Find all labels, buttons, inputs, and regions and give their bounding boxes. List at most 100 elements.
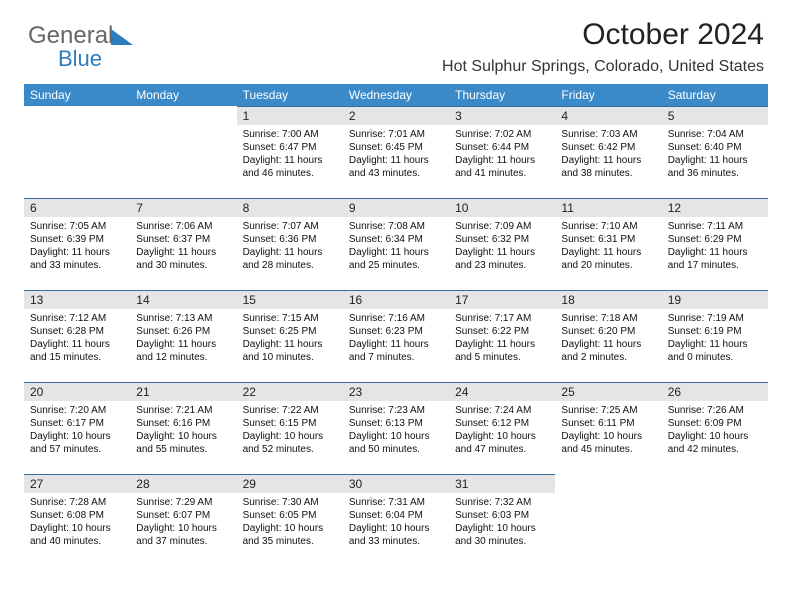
sunrise-text: Sunrise: 7:07 AM	[243, 220, 337, 233]
day-header: Thursday	[449, 84, 555, 106]
day-number: 23	[343, 382, 449, 401]
sunset-text: Sunset: 6:05 PM	[243, 509, 337, 522]
daylight-text-2: and 20 minutes.	[561, 259, 655, 272]
sunrise-text: Sunrise: 7:25 AM	[561, 404, 655, 417]
sunset-text: Sunset: 6:04 PM	[349, 509, 443, 522]
sunrise-text: Sunrise: 7:24 AM	[455, 404, 549, 417]
calendar-day-cell: 24Sunrise: 7:24 AMSunset: 6:12 PMDayligh…	[449, 382, 555, 474]
calendar-day-cell: 29Sunrise: 7:30 AMSunset: 6:05 PMDayligh…	[237, 474, 343, 566]
day-header: Wednesday	[343, 84, 449, 106]
day-details: Sunrise: 7:16 AMSunset: 6:23 PMDaylight:…	[343, 309, 449, 367]
daylight-text-2: and 0 minutes.	[668, 351, 762, 364]
sunrise-text: Sunrise: 7:19 AM	[668, 312, 762, 325]
day-details: Sunrise: 7:15 AMSunset: 6:25 PMDaylight:…	[237, 309, 343, 367]
day-number: 26	[662, 382, 768, 401]
calendar-body: 1Sunrise: 7:00 AMSunset: 6:47 PMDaylight…	[24, 106, 768, 566]
day-details: Sunrise: 7:32 AMSunset: 6:03 PMDaylight:…	[449, 493, 555, 551]
calendar-week-row: 13Sunrise: 7:12 AMSunset: 6:28 PMDayligh…	[24, 290, 768, 382]
sunrise-text: Sunrise: 7:31 AM	[349, 496, 443, 509]
calendar-week-row: 20Sunrise: 7:20 AMSunset: 6:17 PMDayligh…	[24, 382, 768, 474]
calendar-empty-cell	[24, 106, 130, 198]
sunset-text: Sunset: 6:03 PM	[455, 509, 549, 522]
daylight-text-1: Daylight: 11 hours	[561, 246, 655, 259]
day-details: Sunrise: 7:17 AMSunset: 6:22 PMDaylight:…	[449, 309, 555, 367]
calendar-day-cell: 26Sunrise: 7:26 AMSunset: 6:09 PMDayligh…	[662, 382, 768, 474]
sunrise-text: Sunrise: 7:32 AM	[455, 496, 549, 509]
calendar-day-cell: 3Sunrise: 7:02 AMSunset: 6:44 PMDaylight…	[449, 106, 555, 198]
daylight-text-1: Daylight: 10 hours	[349, 522, 443, 535]
daylight-text-1: Daylight: 10 hours	[243, 430, 337, 443]
daylight-text-1: Daylight: 11 hours	[668, 154, 762, 167]
day-details: Sunrise: 7:29 AMSunset: 6:07 PMDaylight:…	[130, 493, 236, 551]
calendar-day-cell: 10Sunrise: 7:09 AMSunset: 6:32 PMDayligh…	[449, 198, 555, 290]
calendar-day-cell: 1Sunrise: 7:00 AMSunset: 6:47 PMDaylight…	[237, 106, 343, 198]
day-number: 1	[237, 106, 343, 125]
sunset-text: Sunset: 6:32 PM	[455, 233, 549, 246]
daylight-text-1: Daylight: 10 hours	[30, 522, 124, 535]
daylight-text-2: and 43 minutes.	[349, 167, 443, 180]
daylight-text-1: Daylight: 10 hours	[349, 430, 443, 443]
calendar-day-cell: 8Sunrise: 7:07 AMSunset: 6:36 PMDaylight…	[237, 198, 343, 290]
sunrise-text: Sunrise: 7:11 AM	[668, 220, 762, 233]
day-number: 7	[130, 198, 236, 217]
daylight-text-2: and 25 minutes.	[349, 259, 443, 272]
daylight-text-2: and 33 minutes.	[30, 259, 124, 272]
day-header: Saturday	[662, 84, 768, 106]
sunrise-text: Sunrise: 7:12 AM	[30, 312, 124, 325]
sunset-text: Sunset: 6:37 PM	[136, 233, 230, 246]
day-number: 4	[555, 106, 661, 125]
day-number: 21	[130, 382, 236, 401]
daylight-text-1: Daylight: 11 hours	[668, 246, 762, 259]
calendar-day-cell: 19Sunrise: 7:19 AMSunset: 6:19 PMDayligh…	[662, 290, 768, 382]
daylight-text-1: Daylight: 11 hours	[136, 246, 230, 259]
day-details: Sunrise: 7:21 AMSunset: 6:16 PMDaylight:…	[130, 401, 236, 459]
day-details: Sunrise: 7:20 AMSunset: 6:17 PMDaylight:…	[24, 401, 130, 459]
calendar-day-cell: 14Sunrise: 7:13 AMSunset: 6:26 PMDayligh…	[130, 290, 236, 382]
sunset-text: Sunset: 6:13 PM	[349, 417, 443, 430]
daylight-text-1: Daylight: 10 hours	[455, 430, 549, 443]
day-details: Sunrise: 7:13 AMSunset: 6:26 PMDaylight:…	[130, 309, 236, 367]
calendar-day-cell: 27Sunrise: 7:28 AMSunset: 6:08 PMDayligh…	[24, 474, 130, 566]
sunset-text: Sunset: 6:15 PM	[243, 417, 337, 430]
calendar-day-cell: 12Sunrise: 7:11 AMSunset: 6:29 PMDayligh…	[662, 198, 768, 290]
day-number: 2	[343, 106, 449, 125]
day-number: 9	[343, 198, 449, 217]
sunset-text: Sunset: 6:22 PM	[455, 325, 549, 338]
day-details: Sunrise: 7:22 AMSunset: 6:15 PMDaylight:…	[237, 401, 343, 459]
sunrise-text: Sunrise: 7:15 AM	[243, 312, 337, 325]
day-details: Sunrise: 7:08 AMSunset: 6:34 PMDaylight:…	[343, 217, 449, 275]
brand-text-1: General	[28, 22, 113, 49]
sunset-text: Sunset: 6:16 PM	[136, 417, 230, 430]
brand-triangle-icon	[111, 29, 133, 45]
daylight-text-2: and 5 minutes.	[455, 351, 549, 364]
day-header: Tuesday	[237, 84, 343, 106]
day-details: Sunrise: 7:30 AMSunset: 6:05 PMDaylight:…	[237, 493, 343, 551]
calendar-empty-cell	[130, 106, 236, 198]
day-number: 5	[662, 106, 768, 125]
day-number: 14	[130, 290, 236, 309]
day-details: Sunrise: 7:19 AMSunset: 6:19 PMDaylight:…	[662, 309, 768, 367]
daylight-text-1: Daylight: 10 hours	[243, 522, 337, 535]
daylight-text-2: and 12 minutes.	[136, 351, 230, 364]
day-details: Sunrise: 7:04 AMSunset: 6:40 PMDaylight:…	[662, 125, 768, 183]
calendar-day-cell: 31Sunrise: 7:32 AMSunset: 6:03 PMDayligh…	[449, 474, 555, 566]
sunrise-text: Sunrise: 7:21 AM	[136, 404, 230, 417]
calendar-day-cell: 30Sunrise: 7:31 AMSunset: 6:04 PMDayligh…	[343, 474, 449, 566]
day-number: 12	[662, 198, 768, 217]
sunrise-text: Sunrise: 7:26 AM	[668, 404, 762, 417]
daylight-text-2: and 28 minutes.	[243, 259, 337, 272]
daylight-text-1: Daylight: 11 hours	[668, 338, 762, 351]
day-number: 13	[24, 290, 130, 309]
calendar-week-row: 1Sunrise: 7:00 AMSunset: 6:47 PMDaylight…	[24, 106, 768, 198]
sunrise-text: Sunrise: 7:09 AM	[455, 220, 549, 233]
day-number: 28	[130, 474, 236, 493]
day-number: 10	[449, 198, 555, 217]
sunset-text: Sunset: 6:29 PM	[668, 233, 762, 246]
daylight-text-2: and 40 minutes.	[30, 535, 124, 548]
sunset-text: Sunset: 6:36 PM	[243, 233, 337, 246]
calendar-day-cell: 28Sunrise: 7:29 AMSunset: 6:07 PMDayligh…	[130, 474, 236, 566]
sunset-text: Sunset: 6:42 PM	[561, 141, 655, 154]
day-details: Sunrise: 7:11 AMSunset: 6:29 PMDaylight:…	[662, 217, 768, 275]
day-details: Sunrise: 7:07 AMSunset: 6:36 PMDaylight:…	[237, 217, 343, 275]
sunrise-text: Sunrise: 7:18 AM	[561, 312, 655, 325]
